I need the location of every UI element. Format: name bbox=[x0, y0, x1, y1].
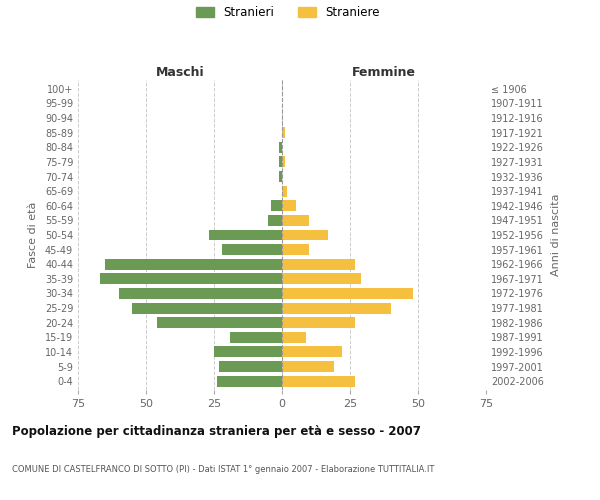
Bar bbox=[282, 332, 307, 343]
Bar bbox=[105, 259, 282, 270]
Bar bbox=[282, 127, 285, 138]
Bar bbox=[282, 302, 391, 314]
Bar bbox=[282, 376, 355, 386]
Bar bbox=[209, 230, 282, 240]
Bar bbox=[157, 318, 282, 328]
Bar bbox=[268, 215, 282, 226]
Bar bbox=[282, 288, 413, 299]
Bar bbox=[282, 346, 342, 358]
Y-axis label: Fasce di età: Fasce di età bbox=[28, 202, 38, 268]
Bar bbox=[282, 318, 355, 328]
Bar bbox=[282, 230, 328, 240]
Bar bbox=[119, 288, 282, 299]
Bar bbox=[279, 171, 282, 182]
Bar bbox=[282, 186, 287, 196]
Bar bbox=[100, 274, 282, 284]
Bar bbox=[230, 332, 282, 343]
Bar bbox=[282, 156, 285, 168]
Bar bbox=[214, 346, 282, 358]
Text: Popolazione per cittadinanza straniera per età e sesso - 2007: Popolazione per cittadinanza straniera p… bbox=[12, 425, 421, 438]
Bar bbox=[282, 215, 309, 226]
Bar bbox=[279, 156, 282, 168]
Bar bbox=[282, 361, 334, 372]
Bar bbox=[282, 200, 296, 211]
Bar bbox=[133, 302, 282, 314]
Bar bbox=[222, 244, 282, 255]
Bar bbox=[282, 274, 361, 284]
Bar bbox=[217, 376, 282, 386]
Bar bbox=[279, 142, 282, 152]
Text: Femmine: Femmine bbox=[352, 66, 416, 78]
Text: COMUNE DI CASTELFRANCO DI SOTTO (PI) - Dati ISTAT 1° gennaio 2007 - Elaborazione: COMUNE DI CASTELFRANCO DI SOTTO (PI) - D… bbox=[12, 465, 434, 474]
Bar bbox=[282, 244, 309, 255]
Text: Maschi: Maschi bbox=[155, 66, 205, 78]
Bar bbox=[271, 200, 282, 211]
Y-axis label: Anni di nascita: Anni di nascita bbox=[551, 194, 560, 276]
Bar bbox=[282, 259, 355, 270]
Legend: Stranieri, Straniere: Stranieri, Straniere bbox=[196, 6, 380, 19]
Bar bbox=[220, 361, 282, 372]
